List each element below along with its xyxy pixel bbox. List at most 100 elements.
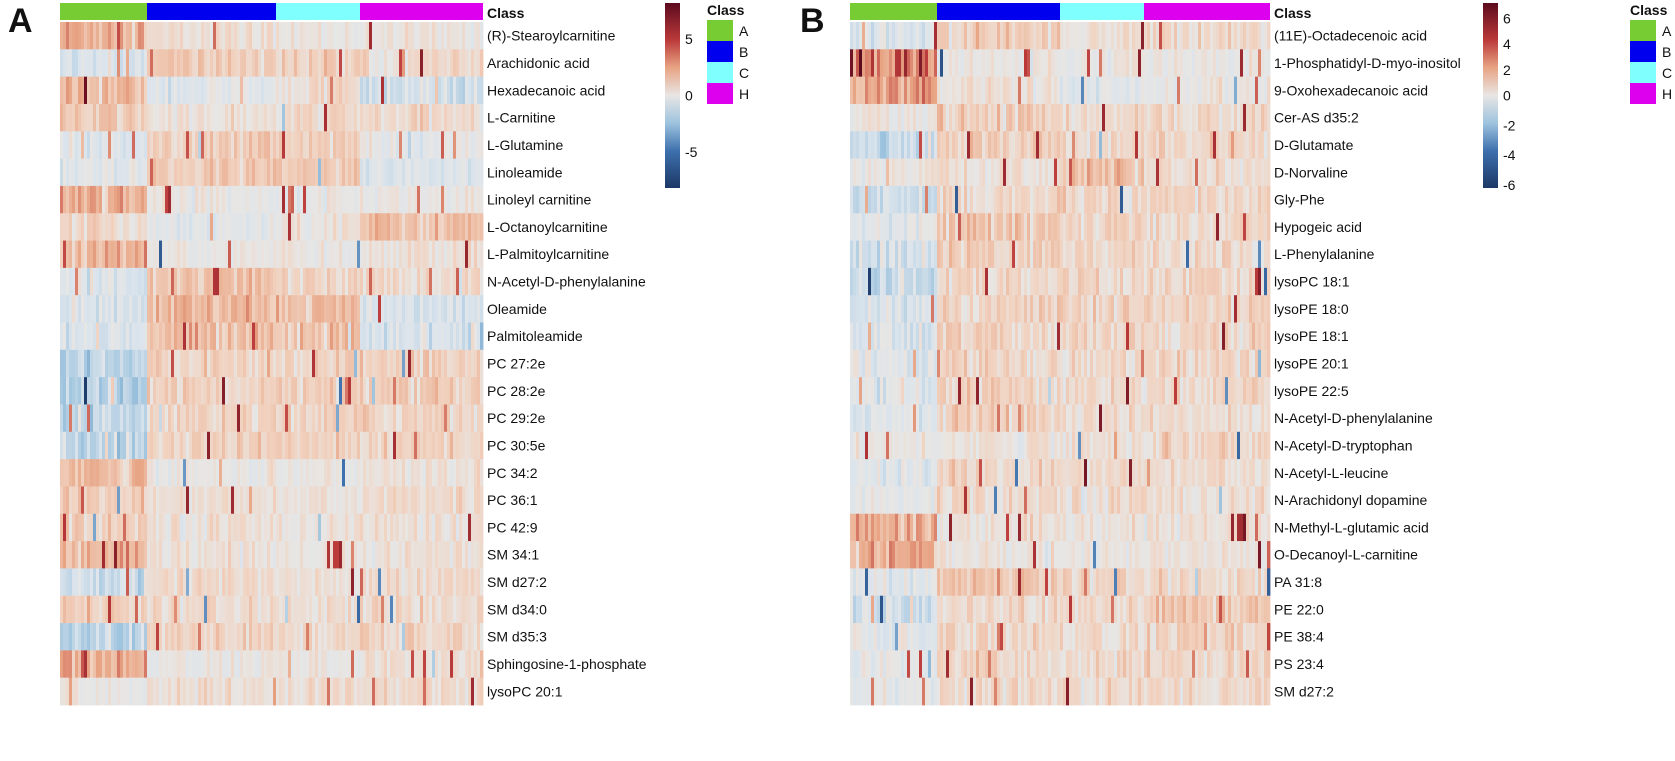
heatmap-cell: [853, 158, 857, 187]
heatmap-cell: [174, 322, 178, 351]
heatmap-cell: [150, 595, 154, 624]
heatmap-cell: [126, 131, 130, 159]
heatmap-cell: [210, 76, 214, 105]
heatmap-cell: [201, 240, 205, 269]
heatmap-cell: [156, 486, 160, 515]
heatmap-cell: [447, 404, 451, 433]
heatmap-cell: [213, 240, 217, 269]
heatmap-cell: [243, 240, 247, 269]
heatmap-cell: [129, 677, 133, 706]
heatmap-cell: [171, 76, 175, 105]
heatmap-cell: [375, 158, 379, 187]
heatmap-cell: [237, 295, 241, 323]
heatmap-cell: [435, 404, 439, 433]
heatmap-cell: [1183, 267, 1187, 296]
heatmap-cell: [234, 459, 238, 487]
heatmap-cell: [153, 158, 157, 187]
heatmap-cell: [303, 568, 307, 597]
heatmap-cell: [456, 213, 460, 241]
heatmap-cell: [330, 377, 334, 405]
heatmap-cell: [210, 49, 214, 78]
heatmap-cell: [1030, 22, 1034, 50]
heatmap-cell: [868, 131, 872, 159]
heatmap-cell: [294, 431, 298, 460]
heatmap-cell: [183, 677, 187, 706]
heatmap-cell: [120, 322, 124, 351]
heatmap-cell: [402, 595, 406, 624]
heatmap-cell: [973, 22, 977, 50]
heatmap-cell: [444, 349, 448, 378]
heatmap-cell: [1120, 76, 1124, 105]
heatmap-cell: [141, 431, 145, 460]
heatmap-cell: [1192, 267, 1196, 296]
heatmap-cell: [324, 49, 328, 78]
heatmap-cell: [1267, 49, 1271, 78]
heatmap-cell: [450, 459, 454, 487]
colorbar-tick-label: 5: [685, 31, 693, 47]
heatmap-cell: [276, 459, 280, 487]
heatmap-cell: [1195, 158, 1199, 187]
heatmap-cell: [132, 377, 136, 405]
heatmap-cell: [78, 240, 82, 269]
heatmap-cell: [384, 322, 388, 351]
heatmap-cell: [898, 49, 902, 78]
heatmap-cell: [294, 404, 298, 433]
heatmap-cell: [291, 49, 295, 78]
heatmap-cell: [153, 267, 157, 296]
heatmap-cell: [1138, 103, 1142, 132]
heatmap-cell: [1243, 22, 1247, 50]
heatmap-cell: [1237, 76, 1241, 105]
heatmap-cell: [243, 349, 247, 378]
heatmap-cell: [943, 213, 947, 241]
heatmap-cell: [1087, 49, 1091, 78]
heatmap-cell: [108, 404, 112, 433]
heatmap-cell: [423, 431, 427, 460]
heatmap-cell: [895, 213, 899, 241]
heatmap-cell: [309, 595, 313, 624]
heatmap-cell: [369, 185, 373, 214]
heatmap-cell: [240, 623, 244, 651]
heatmap-cell: [336, 185, 340, 214]
heatmap-cell: [390, 240, 394, 269]
heatmap-cell: [171, 267, 175, 296]
heatmap-cell: [1135, 49, 1139, 78]
heatmap-cell: [369, 404, 373, 433]
heatmap-cell: [973, 131, 977, 159]
heatmap-cell: [72, 22, 76, 50]
heatmap-cell: [114, 568, 118, 597]
heatmap-cell: [871, 240, 875, 269]
heatmap-cell: [366, 322, 370, 351]
heatmap-cell: [342, 295, 346, 323]
heatmap-cell: [180, 213, 184, 241]
heatmap-cell: [66, 295, 70, 323]
heatmap-cell: [93, 513, 97, 542]
heatmap-cell: [270, 322, 274, 351]
heatmap-cell: [375, 22, 379, 50]
heatmap-cell: [270, 404, 274, 433]
heatmap-cell: [189, 295, 193, 323]
heatmap-cell: [132, 267, 136, 296]
heatmap-cell: [267, 513, 271, 542]
heatmap-cell: [225, 185, 229, 214]
heatmap-cell: [261, 431, 265, 460]
heatmap-cell: [378, 459, 382, 487]
heatmap-cell: [402, 240, 406, 269]
heatmap-cell: [159, 49, 163, 78]
heatmap-cell: [198, 240, 202, 269]
heatmap-cell: [360, 103, 364, 132]
heatmap-cell: [222, 486, 226, 515]
heatmap-cell: [976, 158, 980, 187]
heatmap-cell: [1225, 267, 1229, 296]
heatmap-cell: [159, 76, 163, 105]
heatmap-cell: [96, 185, 100, 214]
heatmap-cell: [1198, 22, 1202, 50]
row-label: PC 28:2e: [487, 383, 546, 399]
heatmap-cell: [99, 76, 103, 105]
heatmap-cell: [186, 623, 190, 651]
heatmap-cell: [1246, 267, 1250, 296]
heatmap-cell: [1201, 158, 1205, 187]
heatmap-cell: [228, 595, 232, 624]
heatmap-cell: [402, 541, 406, 569]
heatmap-cell: [267, 595, 271, 624]
heatmap-cell: [411, 22, 415, 50]
